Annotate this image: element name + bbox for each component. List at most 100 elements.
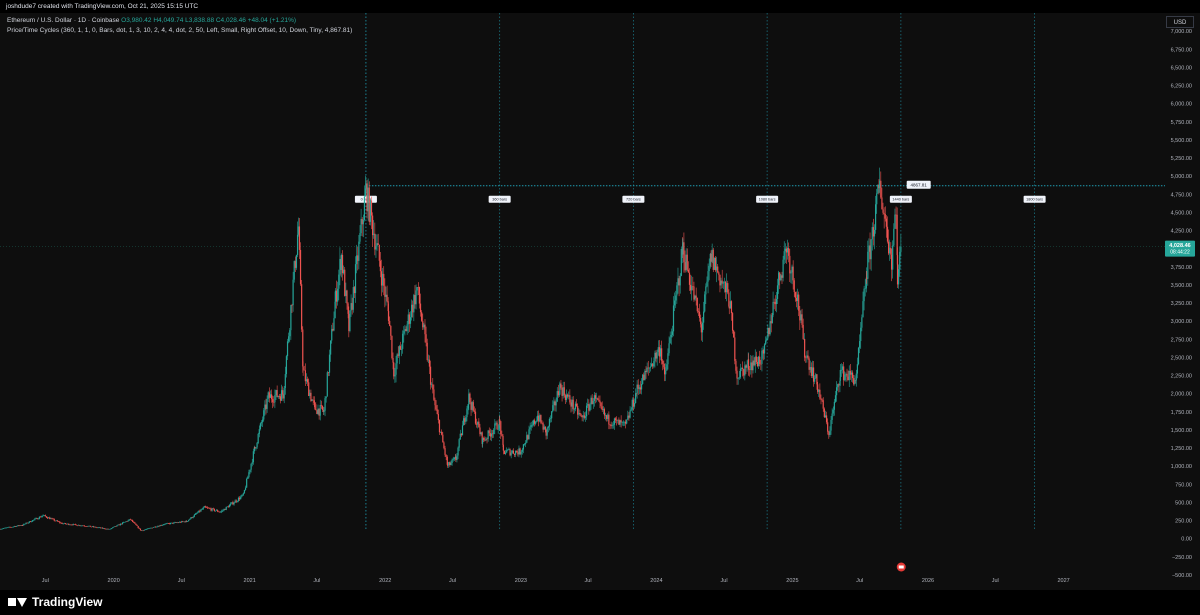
candle-body bbox=[767, 327, 769, 339]
candle-body bbox=[717, 266, 719, 273]
candle-body bbox=[237, 497, 240, 502]
candle-body bbox=[414, 295, 416, 305]
candle-body bbox=[98, 527, 100, 529]
candle-body bbox=[827, 422, 829, 432]
candle-body bbox=[648, 367, 650, 369]
candle-body bbox=[349, 310, 351, 332]
candle-body bbox=[606, 415, 608, 419]
candle-body bbox=[293, 261, 295, 280]
candle-body bbox=[403, 330, 405, 334]
candle-body bbox=[538, 415, 540, 422]
candle-body bbox=[284, 374, 286, 388]
candle-body bbox=[637, 384, 639, 389]
candle-body bbox=[597, 398, 599, 400]
candle-body bbox=[445, 454, 447, 457]
candle-body bbox=[714, 257, 717, 271]
candle-body bbox=[146, 529, 148, 530]
price-tick-label: 5,250.00 bbox=[1171, 156, 1192, 162]
candle-body bbox=[859, 341, 861, 348]
candle-body bbox=[148, 528, 150, 529]
candle-body bbox=[231, 502, 233, 504]
candle-body bbox=[498, 419, 500, 430]
candle-body bbox=[303, 369, 305, 371]
price-tick-label: 2,500.00 bbox=[1171, 355, 1192, 361]
candle-body bbox=[729, 301, 731, 309]
candle-body bbox=[404, 329, 406, 331]
candle-body bbox=[485, 438, 487, 441]
candle-body bbox=[143, 529, 146, 531]
candle-body bbox=[302, 366, 304, 370]
candle-body bbox=[48, 517, 50, 519]
candle-body bbox=[380, 271, 383, 286]
candle-body bbox=[839, 380, 841, 386]
candle-body bbox=[325, 396, 327, 399]
candle-body bbox=[506, 450, 508, 453]
symbol-title[interactable]: Ethereum / U.S. Dollar · 1D · Coinbase bbox=[7, 17, 120, 24]
candle-body bbox=[723, 281, 726, 283]
candle-body bbox=[672, 305, 675, 332]
candle-body bbox=[448, 462, 450, 466]
candle-body bbox=[260, 422, 263, 424]
candle-body bbox=[396, 354, 398, 364]
candle-body bbox=[539, 415, 541, 422]
candle-body bbox=[687, 269, 689, 273]
indicator-label[interactable]: Price/Time Cycles (360, 1, 1, 0, Bars, d… bbox=[7, 27, 353, 34]
candle-body bbox=[25, 522, 27, 524]
currency-button[interactable]: USD bbox=[1166, 16, 1194, 28]
candle-body bbox=[468, 393, 470, 405]
candle-body bbox=[41, 516, 43, 518]
candle-body bbox=[195, 513, 198, 514]
candle-body bbox=[705, 286, 707, 295]
chart-area[interactable] bbox=[0, 13, 1200, 590]
candle-body bbox=[141, 530, 143, 532]
candle-body bbox=[264, 404, 266, 411]
candle-body bbox=[373, 233, 375, 236]
candle-body bbox=[321, 405, 324, 410]
candle-body bbox=[166, 523, 168, 524]
candle-body bbox=[517, 452, 519, 455]
candle-body bbox=[522, 444, 525, 450]
candle-body bbox=[644, 370, 646, 381]
candle-body bbox=[529, 427, 531, 430]
candle-body bbox=[61, 522, 63, 524]
candle-body bbox=[337, 288, 339, 302]
candle-body bbox=[736, 370, 738, 379]
candle-body bbox=[473, 410, 475, 412]
candle-body bbox=[571, 399, 573, 407]
candle-body bbox=[855, 373, 857, 381]
price-tick-label: 5,000.00 bbox=[1171, 174, 1192, 180]
candle-body bbox=[768, 327, 770, 335]
candle-body bbox=[578, 412, 580, 415]
candle-body bbox=[839, 369, 841, 381]
candle-body bbox=[376, 243, 378, 247]
candle-body bbox=[232, 502, 234, 505]
candle-body bbox=[30, 521, 33, 523]
candle-body bbox=[214, 510, 217, 512]
candle-body bbox=[394, 374, 396, 377]
candle-body bbox=[419, 303, 422, 313]
price-tick-label: −500.00 bbox=[1172, 573, 1192, 579]
candle-body bbox=[476, 423, 478, 425]
candle-body bbox=[782, 259, 784, 278]
candle-body bbox=[630, 409, 632, 411]
price-chart[interactable]: 0 bars 360 bars 720 bars 1080 bars 1440 bars… bbox=[0, 0, 1200, 590]
candle-body bbox=[1, 528, 3, 530]
candle-body bbox=[437, 414, 439, 421]
price-tick-label: 7,000.00 bbox=[1171, 29, 1192, 35]
candle-body bbox=[596, 398, 598, 399]
candle-body bbox=[488, 430, 490, 434]
price-tick-label: 2,250.00 bbox=[1171, 374, 1192, 380]
candle-body bbox=[179, 521, 182, 523]
candle-body bbox=[665, 370, 667, 375]
brand[interactable]: TradingView bbox=[8, 595, 102, 609]
candle-body bbox=[486, 438, 488, 440]
candle-body bbox=[707, 271, 709, 282]
candle-body bbox=[801, 314, 803, 325]
candle-body bbox=[773, 301, 775, 303]
candle-body bbox=[515, 450, 517, 455]
candle-body bbox=[895, 214, 897, 216]
candle-body bbox=[296, 234, 299, 256]
price-tick-label: 6,750.00 bbox=[1171, 47, 1192, 53]
candle-body bbox=[531, 424, 533, 426]
